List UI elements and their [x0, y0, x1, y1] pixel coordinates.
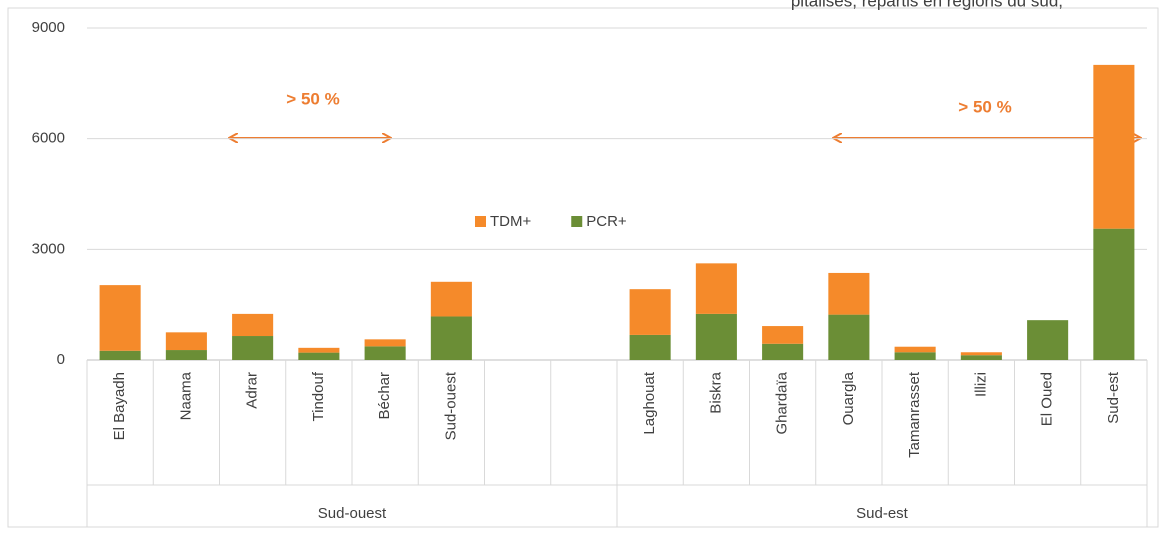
annotation: > 50 %: [286, 89, 339, 108]
y-tick-label: 3000: [32, 240, 65, 257]
y-tick-label: 0: [57, 351, 65, 368]
bar-segment: [695, 313, 737, 360]
bar-segment: [165, 350, 207, 360]
x-tick-label: Biskra: [707, 371, 724, 413]
y-tick-label: 9000: [32, 19, 65, 36]
x-tick-label: El Oued: [1039, 372, 1056, 426]
x-tick-label: Ghardaïa: [774, 371, 791, 434]
bar-segment: [695, 263, 737, 314]
bar-segment: [629, 334, 671, 360]
bar-segment: [232, 313, 274, 337]
bar-segment: [894, 346, 936, 353]
bar-segment: [165, 332, 207, 351]
x-tick-label: Ouargla: [840, 371, 857, 425]
bar-segment: [894, 352, 936, 360]
x-tick-label: Adrar: [244, 372, 261, 409]
bar-segment: [960, 355, 1002, 360]
bar-segment: [430, 281, 472, 317]
bar-segment: [364, 346, 406, 360]
legend-label: PCR+: [586, 213, 627, 230]
x-tick-label: Sud-est: [1105, 371, 1122, 424]
bar-segment: [232, 336, 274, 360]
bar-segment: [960, 352, 1002, 356]
x-tick-label: Tamanrasset: [906, 371, 923, 458]
bar-segment: [828, 272, 870, 315]
x-tick-label: Laghouat: [641, 371, 658, 434]
bar-segment: [1093, 228, 1135, 360]
x-tick-label: Tindouf: [310, 371, 327, 421]
chart-border: [7, 7, 1159, 528]
legend-label: TDM+: [490, 213, 531, 230]
x-tick-label: El Bayadh: [111, 372, 128, 440]
group-label: Sud-ouest: [318, 505, 387, 522]
bar-segment: [629, 289, 671, 335]
bar-segment: [762, 326, 804, 344]
bar-segment: [1027, 320, 1069, 360]
bar-segment: [99, 350, 141, 360]
bar-segment: [430, 316, 472, 360]
bar-segment: [364, 339, 406, 347]
bar-segment: [298, 352, 340, 360]
legend-swatch: [475, 216, 486, 227]
x-tick-label: Béchar: [376, 372, 393, 420]
x-tick-label: Illizi: [972, 372, 989, 397]
annotation: > 50 %: [958, 97, 1011, 116]
group-label: Sud-est: [856, 505, 909, 522]
bar-segment: [298, 347, 340, 353]
bar-segment: [1093, 64, 1135, 229]
chart-title: pitalisés, répartis en régions du sud,: [791, 0, 1063, 10]
legend-swatch: [571, 216, 583, 227]
bar-segment: [762, 343, 804, 360]
y-tick-label: 6000: [32, 130, 65, 147]
bar-segment: [99, 285, 141, 351]
x-tick-label: Naama: [177, 371, 194, 420]
x-tick-label: Sud-ouest: [442, 371, 459, 440]
bar-segment: [828, 314, 870, 360]
